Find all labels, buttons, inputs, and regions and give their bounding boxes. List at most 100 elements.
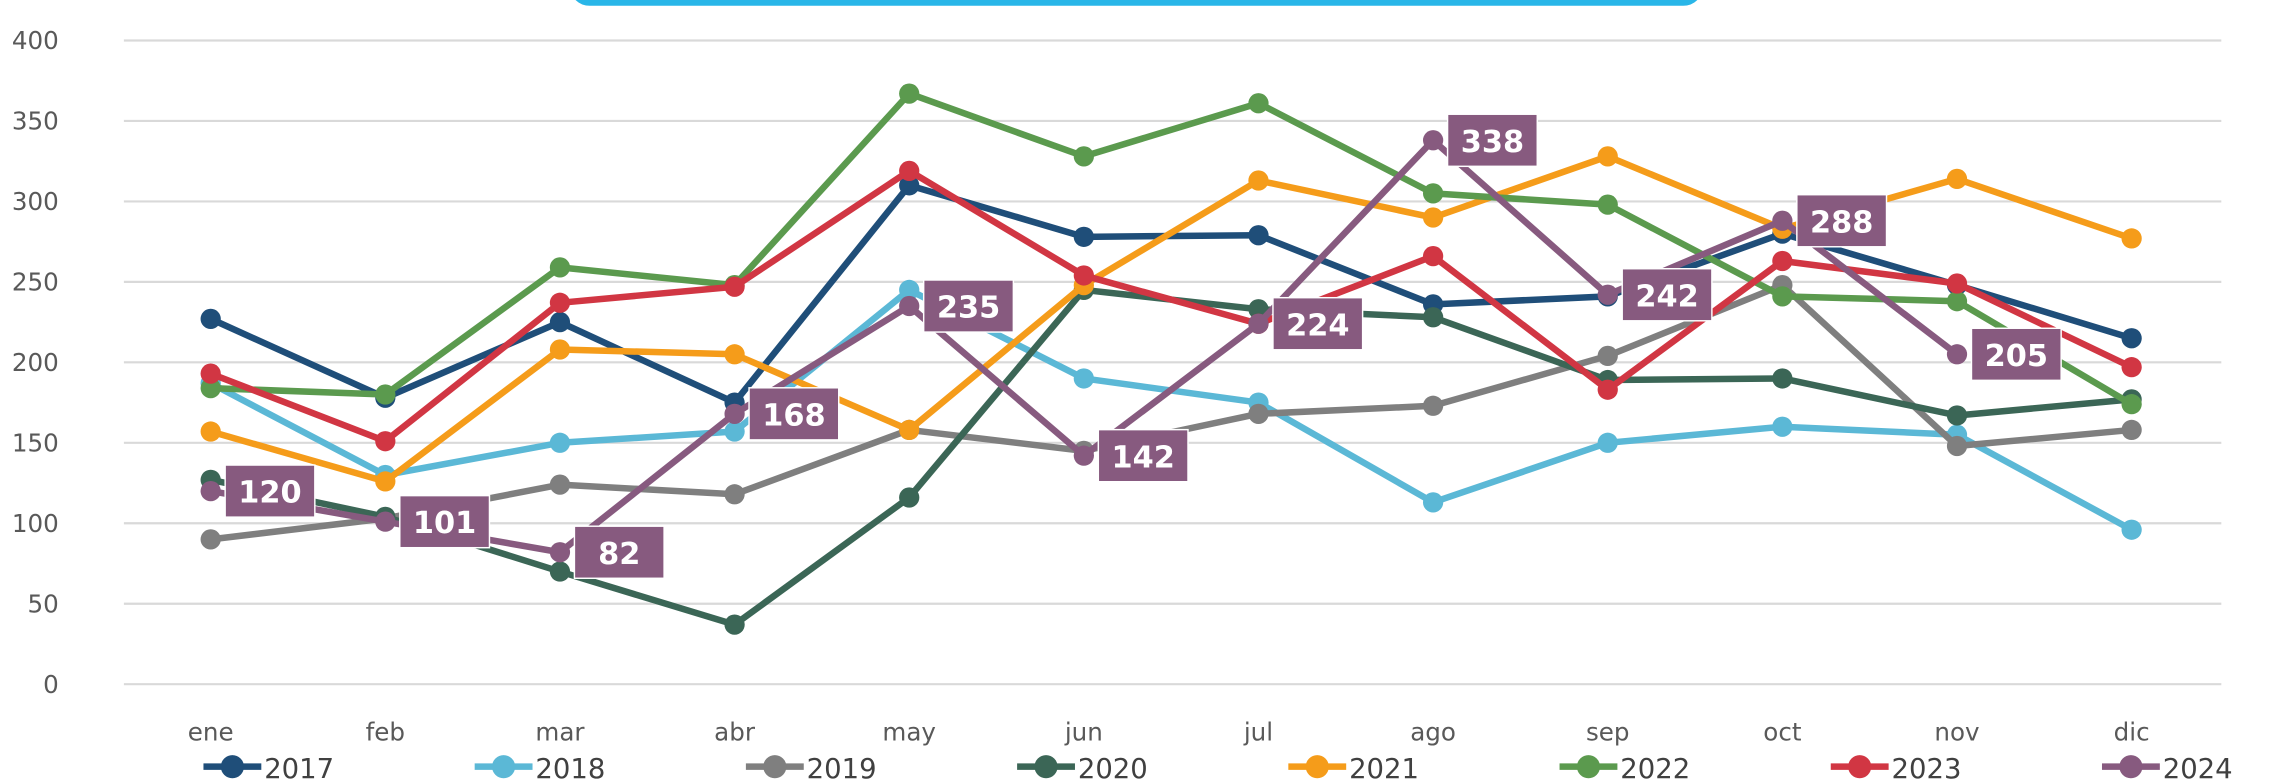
x-tick-label: jul (1243, 718, 1273, 747)
point (549, 561, 571, 582)
data-label-box (1097, 428, 1189, 483)
point (899, 279, 920, 301)
point (1946, 168, 1968, 190)
point (2121, 357, 2142, 378)
point (1946, 405, 1968, 426)
data-label-box (399, 494, 491, 549)
point (2121, 328, 2142, 349)
point (1597, 146, 1618, 167)
point (200, 363, 221, 384)
point (2121, 419, 2142, 441)
point (1946, 344, 1968, 365)
point (724, 421, 745, 442)
data-label-box (224, 464, 316, 518)
point (1597, 194, 1618, 215)
point (1422, 207, 1444, 228)
point (549, 339, 571, 360)
point (375, 511, 396, 532)
point (724, 276, 745, 297)
point (899, 295, 920, 317)
point (549, 474, 571, 495)
point (2121, 394, 2142, 415)
y-tick-label: 350 (12, 107, 59, 136)
y-tick-label: 150 (12, 428, 59, 457)
data-label: 120 (238, 476, 301, 511)
point (549, 542, 571, 563)
data-label: 338 (1461, 125, 1524, 160)
point (1946, 435, 1968, 457)
y-tick-label: 300 (12, 187, 59, 216)
point (375, 431, 396, 452)
data-label: 142 (1111, 440, 1174, 475)
point (1597, 379, 1618, 400)
x-tick-label: may (882, 718, 936, 747)
point (1073, 226, 1094, 247)
point (1248, 170, 1269, 191)
point (1248, 403, 1269, 424)
legend-marker (492, 755, 516, 779)
point (1422, 130, 1444, 151)
y-tick-label: 0 (43, 670, 59, 699)
data-label-box (1272, 296, 1364, 351)
point (549, 292, 571, 313)
point (200, 421, 221, 442)
data-label-box (748, 387, 840, 441)
x-tick-label: nov (1934, 718, 1979, 747)
point (1946, 273, 1968, 294)
x-tick-label: mar (535, 718, 585, 747)
point (724, 403, 745, 424)
data-label: 242 (1635, 279, 1698, 314)
point (375, 384, 396, 405)
legend-marker (2119, 755, 2143, 779)
point (1597, 432, 1618, 453)
data-label-box (922, 279, 1015, 333)
legend-label: 2017 (264, 753, 334, 784)
point (1597, 345, 1618, 367)
legend-marker (763, 755, 787, 779)
point (2121, 228, 2142, 249)
x-tick-label: abr (714, 718, 756, 747)
point (1772, 210, 1793, 231)
point (375, 471, 396, 492)
y-tick-label: 200 (12, 348, 59, 377)
data-label-box (1621, 267, 1713, 322)
data-label-box (1796, 193, 1888, 248)
point (200, 308, 221, 330)
y-tick-label: 50 (28, 589, 59, 618)
point (724, 344, 745, 365)
y-tick-label: 400 (12, 26, 59, 55)
x-tick-label: dic (2114, 718, 2150, 747)
point (899, 487, 920, 508)
x-tick-label: ene (188, 718, 234, 747)
legend-label: 2020 (1078, 753, 1148, 784)
point (549, 311, 571, 333)
series-line (210, 281, 2132, 543)
point (899, 160, 920, 181)
data-label: 82 (598, 537, 640, 572)
point (1422, 246, 1444, 267)
series-line (209, 167, 2134, 445)
point (1248, 225, 1269, 246)
data-label-box (1970, 327, 2062, 382)
point (1073, 445, 1094, 466)
point (1073, 368, 1094, 389)
point (1248, 93, 1269, 114)
point (1597, 284, 1618, 305)
legend-label: 2023 (1892, 753, 1962, 784)
point (1422, 492, 1444, 513)
series-line (210, 90, 2134, 407)
x-tick-label: sep (1586, 718, 1630, 747)
point (1073, 146, 1094, 167)
data-label: 205 (1985, 339, 2048, 374)
x-tick-label: ago (1410, 718, 1456, 747)
x-tick-label: jun (1064, 718, 1103, 747)
point (724, 614, 745, 635)
point (200, 480, 221, 502)
point (200, 529, 221, 550)
x-tick-label: feb (366, 718, 405, 747)
legend-marker (220, 755, 244, 779)
point (1422, 307, 1444, 328)
point (1772, 368, 1793, 389)
